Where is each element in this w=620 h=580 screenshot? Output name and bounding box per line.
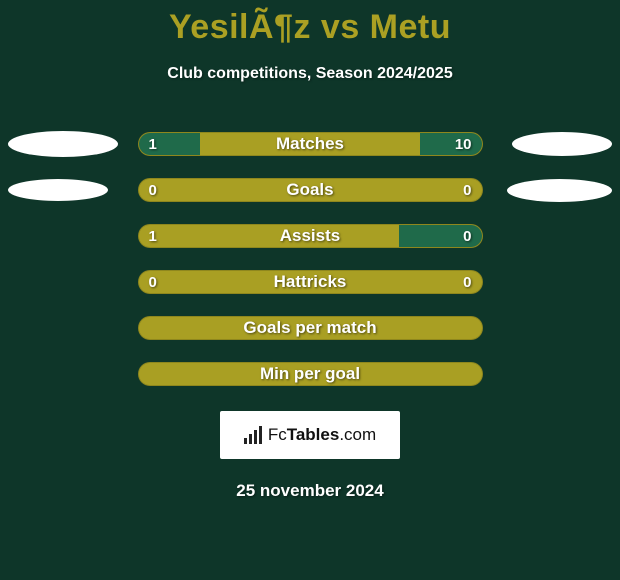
stats-chart: 110Matches00Goals10Assists00HattricksGoa… (0, 121, 620, 397)
stat-label: Goals per match (139, 317, 482, 339)
player-right-silhouette (512, 132, 612, 156)
player-right-silhouette (507, 179, 612, 202)
page-subtitle: Club competitions, Season 2024/2025 (0, 65, 620, 83)
logo-bars-icon (244, 426, 262, 444)
stat-label: Goals (139, 179, 482, 201)
stat-bar: 10Assists (138, 224, 483, 248)
stat-value-right: 0 (463, 271, 471, 293)
stat-label: Min per goal (139, 363, 482, 385)
stat-bar: 0 0Goals (138, 178, 483, 202)
stat-row: Goals per match (0, 305, 620, 351)
fctables-logo: FcTables.com (220, 411, 400, 459)
date-label: 25 november 2024 (0, 481, 620, 501)
stat-row: Min per goal (0, 351, 620, 397)
stat-row: 0 0Hattricks (0, 259, 620, 305)
stat-value-left: 1 (149, 225, 157, 247)
logo-text: FcTables.com (268, 425, 376, 445)
stat-bar-right-fill (420, 133, 482, 155)
player-left-silhouette (8, 179, 108, 201)
stat-label: Hattricks (139, 271, 482, 293)
stat-row: 110Matches (0, 121, 620, 167)
page-title: YesilÃ¶z vs Metu (0, 0, 620, 47)
stat-bar: 0 0Hattricks (138, 270, 483, 294)
stat-bar: Min per goal (138, 362, 483, 386)
infographic-container: YesilÃ¶z vs Metu Club competitions, Seas… (0, 0, 620, 580)
stat-bar: Goals per match (138, 316, 483, 340)
stat-row: 10Assists (0, 213, 620, 259)
player-left-silhouette (8, 131, 118, 157)
stat-value-left: 0 (149, 179, 157, 201)
stat-row: 0 0Goals (0, 167, 620, 213)
stat-bar-left-fill (139, 133, 201, 155)
stat-value-right: 0 (463, 179, 471, 201)
stat-value-left: 0 (149, 271, 157, 293)
stat-bar-right-fill (399, 225, 481, 247)
stat-bar: 110Matches (138, 132, 483, 156)
